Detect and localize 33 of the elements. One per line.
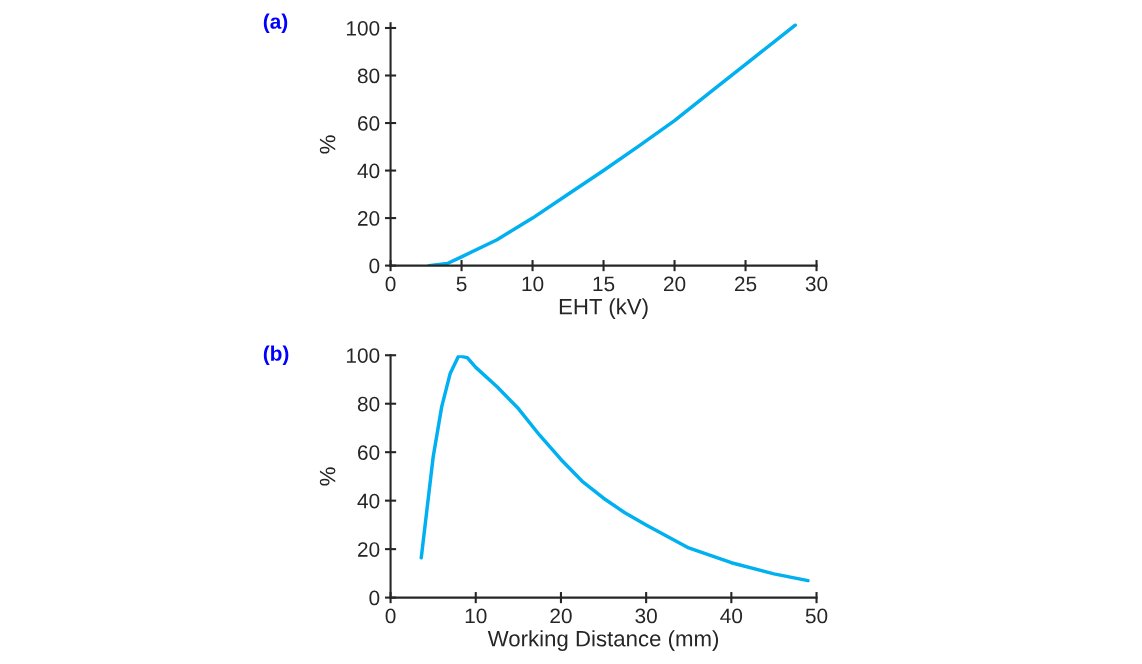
x-tick-label: 50 [805, 608, 828, 624]
x-tick-label: 10 [465, 608, 487, 624]
x-tick-label: 0 [385, 276, 396, 292]
y-tick-label: 0 [369, 590, 380, 606]
y-tick-label: 20 [358, 211, 380, 226]
x-tick-label: 15 [593, 276, 615, 292]
y-tick-label: 60 [358, 445, 380, 460]
y-tick-label: 60 [358, 116, 380, 131]
y-axis-title: % [319, 467, 336, 486]
x-tick-label: 20 [664, 276, 686, 292]
y-tick-label: 40 [357, 163, 380, 179]
x-tick-label: 10 [522, 276, 544, 292]
x-tick-label: 30 [805, 276, 828, 292]
line-series [419, 355, 810, 583]
chart-title: (a) [263, 13, 288, 33]
y-tick-label: 20 [358, 542, 380, 557]
y-tick-label: 80 [357, 396, 380, 412]
x-tick-label: 5 [456, 276, 467, 292]
y-tick-label: 100 [346, 348, 380, 363]
x-tick-label: 0 [385, 608, 396, 624]
y-tick-label: 100 [346, 20, 380, 36]
y-tick-label: 40 [357, 493, 380, 509]
x-axis-title: Working Distance (mm) [487, 630, 719, 651]
y-tick-label: 80 [357, 68, 380, 84]
x-tick-label: 40 [720, 608, 743, 624]
x-tick-label: 25 [735, 276, 757, 292]
y-axis-title: % [319, 135, 336, 154]
line-series [427, 23, 797, 266]
x-tick-label: 20 [550, 608, 572, 624]
chart-title: (b) [263, 345, 289, 365]
y-tick-label: 0 [369, 258, 380, 274]
x-tick-label: 30 [635, 608, 657, 624]
x-axis-title: EHT (kV) [559, 298, 648, 319]
